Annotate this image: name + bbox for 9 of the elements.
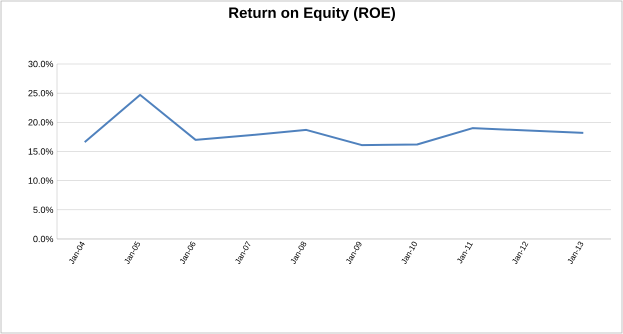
y-tick-label: 10.0% [28,177,54,184]
y-tick-label: 5.0% [33,206,54,214]
y-tick-label: 15.0% [28,148,54,155]
y-tick-label: 30.0% [28,60,54,68]
line-series [84,94,584,146]
y-tick-label: 25.0% [28,90,54,96]
y-tick-label: 20.0% [28,119,54,126]
y-tick-label: 0.0% [33,236,54,242]
chart-title: Return on Equity (ROE) [229,7,395,21]
